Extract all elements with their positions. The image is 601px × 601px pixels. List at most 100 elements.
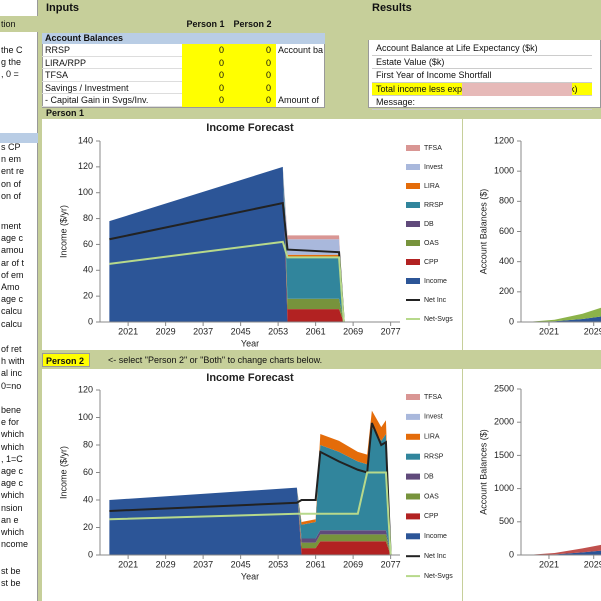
- left-cell-text: age c: [1, 466, 24, 476]
- person-selector: Person 2: [42, 353, 90, 367]
- x-tick-label: 2069: [343, 559, 363, 569]
- result-label: Account Balance at Life Expectancy ($k): [372, 42, 592, 56]
- left-column: [0, 0, 38, 601]
- y-tick-label: 0: [88, 316, 93, 326]
- legend-swatch: [406, 433, 420, 440]
- left-cell-text: e for: [1, 417, 20, 428]
- legend-label: CPP: [424, 513, 439, 520]
- x-tick-label: 2029: [156, 559, 176, 569]
- y-tick-label: 400: [499, 256, 514, 266]
- legend-label: RRSP: [424, 202, 444, 209]
- left-cell-text: n em: [1, 154, 22, 165]
- left-cell-text: calcu: [1, 306, 23, 317]
- person1-label: Person 1: [46, 108, 85, 118]
- y-tick-label: 80: [83, 213, 93, 223]
- y-tick-label: 1000: [494, 483, 514, 493]
- x-tick-label: 2053: [268, 326, 288, 336]
- inputs-header-band: [42, 0, 325, 33]
- legend-swatch: [406, 221, 420, 227]
- left-cell-text: 0=no: [1, 380, 22, 391]
- left-cell-text: age c: [1, 294, 24, 305]
- chart: Account Balances ($) 0 500 1000 1500 2000 2500…: [463, 369, 601, 601]
- area: [109, 166, 344, 322]
- left-cell-text: age c: [1, 233, 24, 244]
- left-cell-text: nsion: [1, 502, 23, 513]
- y-tick-label: 800: [499, 196, 514, 206]
- chart-title: Income Forecast: [206, 372, 294, 384]
- selector-hint: <- select "Person 2" or "Both" to change…: [108, 355, 323, 365]
- legend-swatch: [406, 394, 420, 400]
- x-tick-label: 2029: [584, 559, 601, 569]
- left-cell-text: s CP: [1, 142, 21, 152]
- area: [526, 550, 601, 555]
- y-tick-label: 40: [83, 494, 93, 504]
- left-cell-text: on of: [1, 178, 22, 189]
- legend-swatch: [406, 259, 420, 265]
- left-cell-text: st be: [1, 566, 21, 576]
- input-label: LIRA/RPP: [42, 57, 182, 69]
- left-cell-text: , 1=C: [1, 453, 23, 464]
- left-cell-text: on of: [1, 190, 22, 201]
- y-tick-label: 0: [88, 549, 93, 559]
- left-cell-text: which: [1, 527, 25, 537]
- x-tick-label: 2069: [343, 326, 363, 336]
- x-axis-label: Year: [241, 571, 259, 581]
- input-cell: 0: [182, 56, 229, 69]
- legend-swatch: [406, 145, 420, 151]
- y-tick-label: 200: [499, 286, 514, 296]
- result-label: Estate Value ($k): [372, 56, 592, 69]
- result-label: First Year of Income Shortfall: [372, 69, 592, 83]
- area: [526, 307, 601, 322]
- x-tick-label: 2029: [156, 326, 176, 336]
- legend-label: Net Inc: [424, 553, 447, 560]
- y-tick-label: 0: [509, 549, 514, 559]
- left-band: [0, 133, 38, 143]
- y-tick-label: 2000: [494, 417, 514, 427]
- section-header: Account Balances: [42, 33, 325, 44]
- y-tick-label: 140: [78, 135, 93, 145]
- x-tick-label: 2045: [231, 326, 251, 336]
- y-tick-label: 20: [83, 291, 93, 301]
- legend-label: Net-Svgs: [424, 573, 453, 580]
- legend-swatch: [406, 533, 420, 540]
- x-axis-label: Year: [241, 338, 259, 348]
- y-tick-label: 1500: [494, 450, 514, 460]
- chart: Income Forecast Income ($/yr) Year 0 20 40 60 8…: [42, 119, 462, 350]
- input-label: - Capital Gain in Svgs/Inv.: [42, 94, 182, 107]
- legend-swatch: [406, 413, 420, 420]
- y-axis-label: Account Balances ($): [478, 189, 488, 275]
- legend-label: Invest: [424, 414, 443, 421]
- area: [109, 487, 391, 555]
- chart-title: Income Forecast: [206, 122, 294, 134]
- left-cell-text: g the: [1, 57, 22, 68]
- y-tick-label: 60: [83, 239, 93, 249]
- legend-label: Income: [424, 278, 447, 285]
- legend-label: TFSA: [424, 145, 442, 152]
- left-cell-text: age c: [1, 478, 24, 489]
- legend-swatch: [406, 473, 420, 480]
- x-tick-label: 2021: [118, 326, 138, 336]
- inputs-title: Inputs: [46, 2, 79, 14]
- left-cell-text: h with: [1, 356, 25, 367]
- legend-swatch: [406, 164, 420, 170]
- x-tick-label: 2077: [381, 326, 401, 336]
- results-header-band: [368, 0, 601, 40]
- result-label: Message:: [372, 96, 592, 110]
- legend-swatch: [406, 240, 420, 246]
- x-tick-label: 2061: [306, 559, 326, 569]
- chart: Income Forecast Income ($/yr) Year 0 20 40 60 8…: [42, 369, 462, 601]
- legend-swatch: [406, 202, 420, 208]
- left-header: [0, 16, 38, 32]
- input-cell: 0: [229, 81, 276, 94]
- left-cell-text: ment: [1, 221, 22, 231]
- line: [109, 422, 392, 556]
- left-cell-text: calcu: [1, 318, 23, 329]
- input-cell: 0: [182, 81, 229, 94]
- y-tick-label: 1000: [494, 166, 514, 176]
- y-axis-label: Income ($/yr): [58, 205, 68, 258]
- input-note: Account ba: [278, 45, 324, 55]
- legend-label: OAS: [424, 493, 439, 500]
- y-tick-label: 100: [78, 412, 93, 422]
- y-tick-label: 60: [83, 467, 93, 477]
- left-cell-text: , 0 =: [1, 69, 19, 80]
